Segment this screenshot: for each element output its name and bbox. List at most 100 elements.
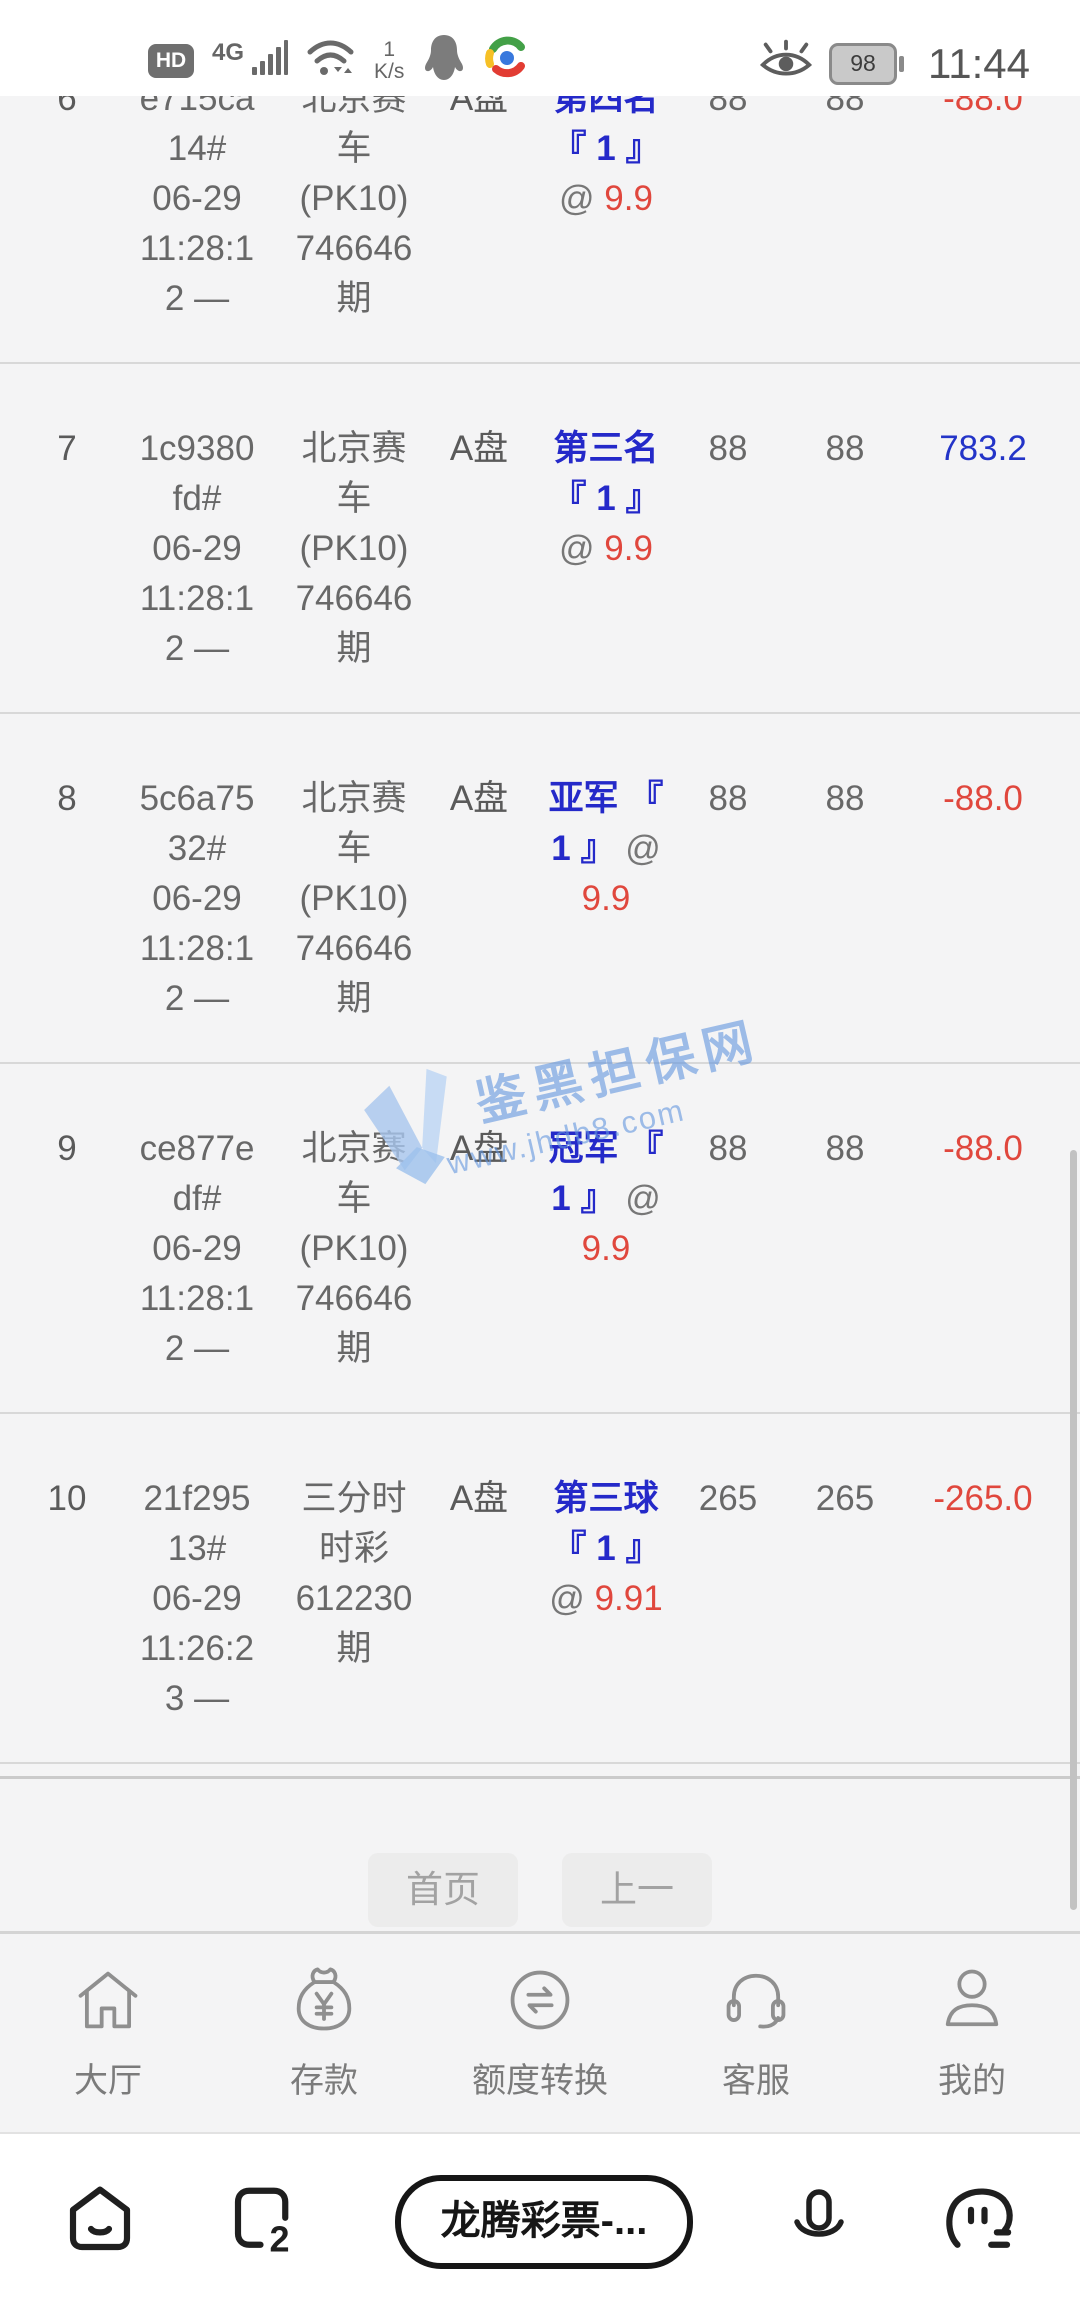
nav-item-deposit[interactable]: 存款 — [216, 1962, 432, 2102]
order-id: ce877e df# — [139, 1129, 255, 1218]
order-cell: e715ca 14# 06-29 11:28:1 2 — — [106, 74, 288, 324]
bet-cell: 冠军 『 1 』 @ 9.9 — [538, 1124, 674, 1374]
plate-cell: A盘 — [449, 79, 509, 118]
plate-cell: A盘 — [449, 1479, 509, 1518]
bet-cell: 第四名 『 1 』 @ 9.9 — [538, 74, 674, 324]
profile-person-icon — [934, 1962, 1010, 2043]
section-divider — [0, 1931, 1080, 1934]
scrollbar[interactable] — [1070, 1150, 1077, 1910]
nav-item-service[interactable]: 客服 — [648, 1962, 864, 2102]
order-datetime: 06-29 11:28:1 2 — — [139, 1229, 255, 1368]
table-row[interactable]: 8 5c6a75 32# 06-29 11:28:1 2 — 北京赛 车 (PK10… — [0, 714, 1080, 1064]
valid-amount-cell: 88 — [825, 1129, 865, 1168]
valid-amount-cell: 88 — [825, 429, 865, 468]
nav-label: 我的 — [938, 2062, 1006, 2100]
bet-at-symbol: @ — [625, 829, 661, 868]
result-cell: 783.2 — [939, 429, 1027, 468]
bet-content: 第三名 『 1 』 — [551, 429, 661, 518]
bet-odds: 9.9 — [604, 179, 653, 218]
assistant-face-icon[interactable] — [944, 2184, 1016, 2261]
table-row[interactable]: 7 1c9380 fd# 06-29 11:28:1 2 — 北京赛 车 (PK10… — [0, 364, 1080, 714]
battery-level: 98 — [829, 42, 897, 85]
result-cell: -88.0 — [943, 779, 1023, 818]
bet-amount-cell: 88 — [708, 79, 748, 118]
app-notification-icon — [484, 35, 530, 86]
bet-amount-cell: 88 — [708, 1129, 748, 1168]
order-datetime: 06-29 11:28:1 2 — — [139, 179, 255, 318]
wifi-icon — [306, 37, 356, 84]
signal-bars-icon — [252, 39, 289, 82]
result-cell: -88.0 — [943, 79, 1023, 118]
order-cell: 5c6a75 32# 06-29 11:28:1 2 — — [106, 774, 288, 1024]
battery-nub — [899, 55, 904, 72]
bet-amount-cell: 265 — [698, 1479, 758, 1518]
row-index-cell: 6 — [57, 79, 77, 118]
transfer-icon — [502, 1962, 578, 2043]
bet-at-symbol: @ — [549, 1579, 595, 1618]
order-id: 5c6a75 32# — [139, 779, 255, 868]
order-cell: ce877e df# 06-29 11:28:1 2 — — [106, 1124, 288, 1374]
qq-notification-icon — [422, 33, 466, 88]
bet-content: 亚军 『 1 』 — [548, 779, 664, 868]
nav-label: 大厅 — [74, 2062, 142, 2100]
nav-label: 额度转换 — [472, 2062, 608, 2100]
bet-content: 冠军 『 1 』 — [548, 1129, 664, 1218]
order-datetime: 06-29 11:28:1 2 — — [139, 879, 255, 1018]
game-name-cell: 北京赛 车 (PK10) 746646 期 — [295, 429, 413, 668]
nav-item-profile[interactable]: 我的 — [864, 1962, 1080, 2102]
status-right-group: 98 11:44 — [757, 39, 1030, 88]
status-time: 11:44 — [928, 39, 1030, 87]
row-index-cell: 8 — [57, 779, 77, 818]
bet-odds: 9.9 — [604, 529, 653, 568]
nav-item-transfer[interactable]: 额度转换 — [432, 1962, 648, 2102]
prev-page-button[interactable]: 上一 — [562, 1853, 712, 1927]
plate-cell: A盘 — [449, 1129, 509, 1168]
bet-odds: 9.9 — [581, 1229, 631, 1268]
active-app-pill[interactable]: 龙腾彩票-... — [394, 2175, 694, 2269]
table-end-divider — [0, 1764, 1080, 1779]
order-cell: 21f295 13# 06-29 11:26:2 3 — — [106, 1474, 288, 1724]
bet-at-symbol: @ — [559, 529, 605, 568]
bet-odds: 9.9 — [581, 879, 631, 918]
bet-history-content: 6 e715ca 14# 06-29 11:28:1 2 — 北京赛 车 (PK10… — [0, 14, 1080, 2102]
game-name-cell: 北京赛 车 (PK10) 746646 期 — [295, 779, 413, 1018]
microphone-icon[interactable] — [787, 2188, 851, 2257]
network-speed: 1 K/s — [374, 37, 405, 83]
nav-label: 存款 — [290, 2062, 358, 2100]
game-name-cell: 北京赛 车 (PK10) 746646 期 — [295, 1129, 413, 1368]
bet-odds: 9.91 — [594, 1579, 663, 1618]
bet-amount-cell: 88 — [708, 429, 748, 468]
order-cell: 1c9380 fd# 06-29 11:28:1 2 — — [106, 424, 288, 674]
status-bar: HD 4G 1 K/s — [0, 0, 1080, 96]
row-index-cell: 9 — [57, 1129, 77, 1168]
bet-table: 6 e715ca 14# 06-29 11:28:1 2 — 北京赛 车 (PK10… — [0, 14, 1080, 1764]
bet-at-symbol: @ — [559, 179, 605, 218]
customer-service-headset-icon — [718, 1962, 794, 2043]
hd-badge: HD — [148, 43, 194, 78]
table-row[interactable]: 10 21f295 13# 06-29 11:26:2 3 — 三分时 时彩 612… — [0, 1414, 1080, 1764]
recents-count: 2 — [270, 2218, 290, 2256]
network-type: 4G — [212, 38, 245, 66]
nav-item-lobby[interactable]: 大厅 — [0, 1962, 216, 2102]
order-datetime: 06-29 11:28:1 2 — — [139, 529, 255, 668]
first-page-button[interactable]: 首页 — [368, 1853, 518, 1927]
pagination: 首页 上一 — [0, 1853, 1080, 1927]
valid-amount-cell: 265 — [815, 1479, 875, 1518]
system-navigation-bar: 2 龙腾彩票-... — [0, 2132, 1080, 2310]
plate-cell: A盘 — [449, 429, 509, 468]
eye-protection-icon — [757, 39, 815, 88]
bet-cell: 亚军 『 1 』 @ 9.9 — [538, 774, 674, 1024]
bet-at-symbol: @ — [625, 1179, 661, 1218]
table-row[interactable]: 9 ce877e df# 06-29 11:28:1 2 — 北京赛 车 (PK10… — [0, 1064, 1080, 1414]
game-name-cell: 北京赛 车 (PK10) 746646 期 — [295, 79, 413, 318]
status-left-group: HD 4G 1 K/s — [148, 33, 530, 88]
system-recents-icon[interactable]: 2 — [229, 2184, 301, 2261]
deposit-moneybag-icon — [286, 1962, 362, 2043]
system-home-icon[interactable] — [64, 2184, 136, 2261]
order-id: 1c9380 fd# — [139, 429, 255, 518]
valid-amount-cell: 88 — [825, 779, 865, 818]
order-id: 21f295 13# — [143, 1479, 251, 1568]
game-name-cell: 三分时 时彩 612230 期 — [295, 1479, 413, 1668]
bet-cell: 第三名 『 1 』 @ 9.9 — [538, 424, 674, 674]
nav-label: 客服 — [722, 2062, 790, 2100]
